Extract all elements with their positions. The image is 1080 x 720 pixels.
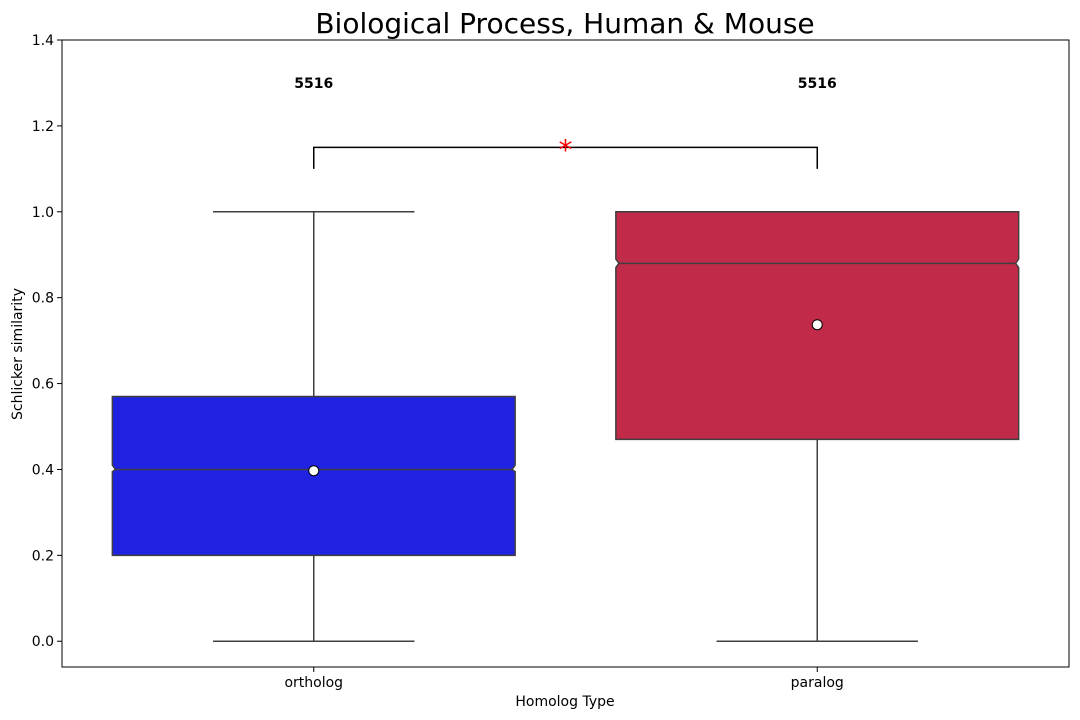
- mean-marker: [811, 319, 823, 331]
- significance-label: *: [559, 133, 573, 166]
- y-tick-label: 0.0: [32, 634, 54, 650]
- y-tick-label: 0.6: [32, 377, 54, 393]
- y-tick-label: 0.2: [32, 548, 54, 564]
- y-tick-label: 1.4: [32, 33, 54, 49]
- plot-area: 0.0 0.2 0.4 0.6 0.8 1.0 1.2 1.4 ortholog paralog 5…: [32, 33, 1070, 691]
- y-tick-label: 1.0: [32, 205, 54, 221]
- count-label: 5516: [798, 76, 837, 92]
- mean-marker: [308, 465, 320, 477]
- x-tick-label: ortholog: [284, 675, 343, 691]
- y-tick-label: 0.8: [32, 291, 54, 307]
- count-label: 5516: [294, 76, 333, 92]
- y-axis-label: Schlicker similarity: [10, 288, 26, 420]
- y-tick-label: 1.2: [32, 119, 54, 135]
- significance-bracket: [313, 146, 818, 169]
- x-tick-label: paralog: [791, 675, 844, 691]
- x-axis-label: Homolog Type: [515, 694, 614, 710]
- chart-title: Biological Process, Human & Mouse: [315, 7, 814, 40]
- plot-frame: [61, 39, 1070, 668]
- y-tick-label: 0.4: [32, 462, 54, 478]
